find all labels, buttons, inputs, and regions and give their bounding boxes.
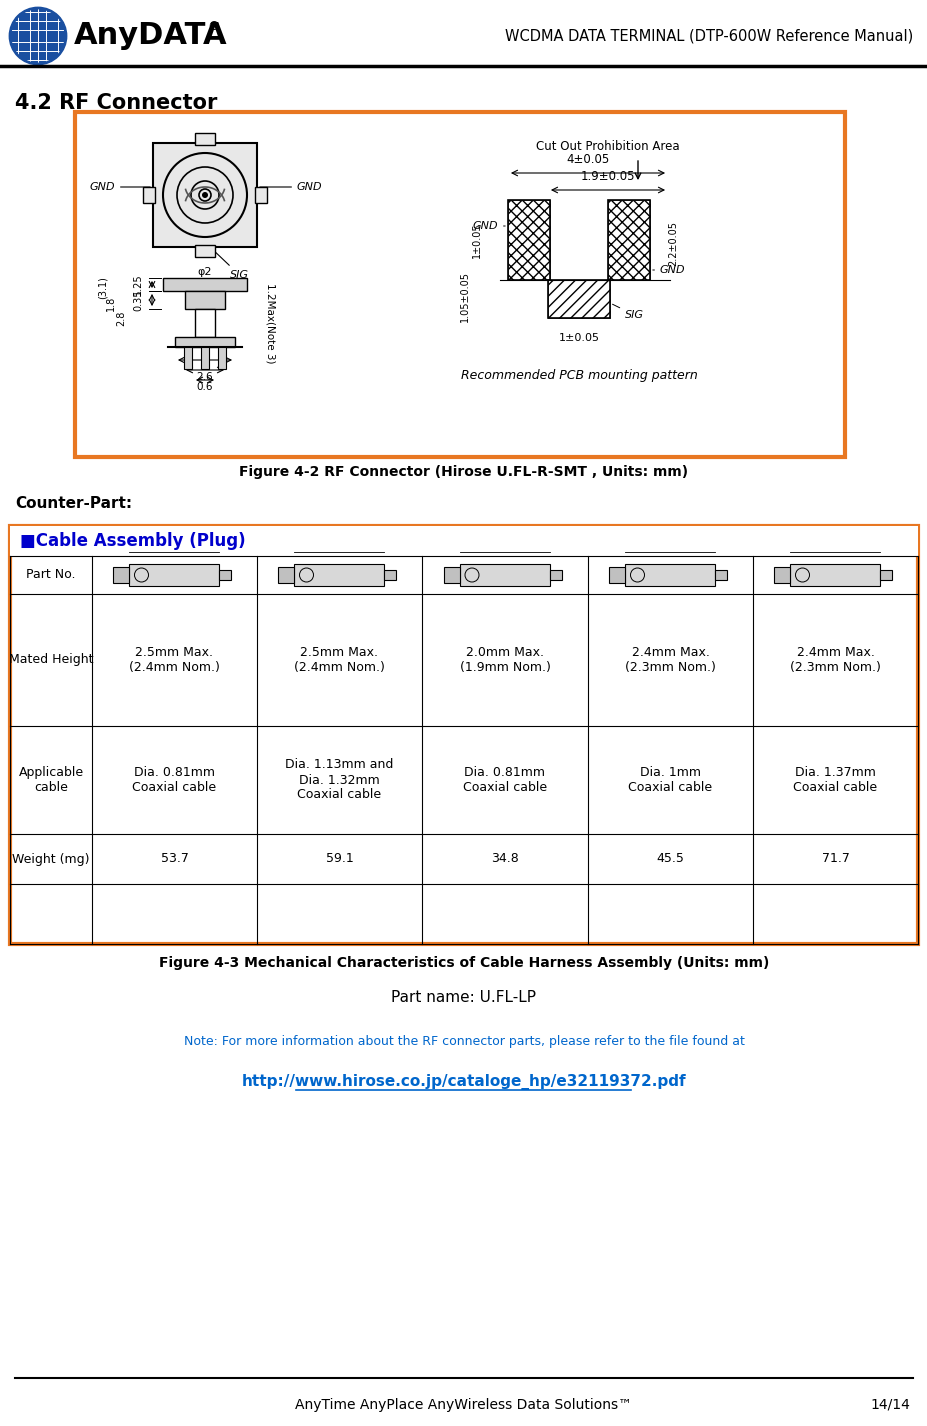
Text: http://www.hirose.co.jp/cataloge_hp/e32119372.pdf: http://www.hirose.co.jp/cataloge_hp/e321…	[241, 1074, 686, 1089]
Text: Weight (mg): Weight (mg)	[12, 853, 90, 866]
Bar	[715, 570, 727, 580]
Text: 2.4mm Max.
(2.3mm Nom.): 2.4mm Max. (2.3mm Nom.)	[789, 646, 880, 674]
Bar	[143, 187, 155, 202]
Text: Recommended PCB mounting pattern: Recommended PCB mounting pattern	[460, 369, 696, 382]
Text: 2.2±0.05: 2.2±0.05	[667, 221, 678, 265]
Text: 1.9±0.05: 1.9±0.05	[580, 170, 635, 183]
Text: AnyDATA: AnyDATA	[74, 21, 227, 50]
Text: 1.25: 1.25	[133, 274, 143, 295]
Text: ®: ®	[207, 20, 220, 33]
Bar	[10, 526, 917, 556]
Text: Dia. 0.81mm
Coaxial cable: Dia. 0.81mm Coaxial cable	[133, 766, 216, 794]
Text: φ2: φ2	[197, 267, 212, 277]
Circle shape	[202, 193, 208, 198]
Text: Dia. 1.37mm
Coaxial cable: Dia. 1.37mm Coaxial cable	[793, 766, 877, 794]
Text: Dia. 1.13mm and
Dia. 1.32mm
Coaxial cable: Dia. 1.13mm and Dia. 1.32mm Coaxial cabl…	[285, 759, 393, 801]
Bar	[609, 568, 625, 583]
Bar	[10, 526, 917, 944]
Bar	[218, 347, 226, 369]
Text: 0.6: 0.6	[197, 382, 213, 392]
Circle shape	[10, 9, 66, 64]
Bar	[175, 337, 235, 347]
Bar	[790, 565, 880, 586]
Text: ■Cable Assembly (Plug): ■Cable Assembly (Plug)	[20, 532, 246, 550]
Text: 34.8: 34.8	[490, 853, 518, 866]
Text: U.FL-LP(V)-040: U.FL-LP(V)-040	[451, 569, 557, 582]
Bar	[130, 565, 220, 586]
Bar	[384, 570, 396, 580]
Text: Dia. 0.81mm
Coaxial cable: Dia. 0.81mm Coaxial cable	[463, 766, 547, 794]
Text: 59.1: 59.1	[325, 853, 353, 866]
Bar	[195, 133, 215, 145]
Text: 45.5: 45.5	[656, 853, 684, 866]
Text: Counter-Part:: Counter-Part:	[15, 496, 132, 512]
Text: Mated Height: Mated Height	[8, 653, 93, 666]
Text: 0.35: 0.35	[133, 289, 143, 311]
Text: 2.5mm Max.
(2.4mm Nom.): 2.5mm Max. (2.4mm Nom.)	[294, 646, 385, 674]
Bar	[443, 568, 460, 583]
Bar	[460, 565, 550, 586]
Text: Figure 4-2 RF Connector (Hirose U.FL-R-SMT , Units: mm): Figure 4-2 RF Connector (Hirose U.FL-R-S…	[239, 465, 688, 479]
Text: SIG: SIG	[612, 304, 643, 319]
Text: 1.05±0.05: 1.05±0.05	[460, 271, 469, 321]
Text: 1.2Max(Note 3): 1.2Max(Note 3)	[266, 282, 275, 364]
Text: GND: GND	[260, 183, 323, 193]
Text: U.FL-LP-040: U.FL-LP-040	[132, 569, 217, 582]
Text: WCDMA DATA TERMINAL (DTP-600W Reference Manual): WCDMA DATA TERMINAL (DTP-600W Reference …	[504, 29, 912, 44]
Text: U.FL-LP-062: U.FL-LP-062	[628, 569, 712, 582]
Bar	[195, 309, 215, 337]
Text: 1±0.05: 1±0.05	[472, 222, 481, 258]
Text: Cut Out Prohibition Area: Cut Out Prohibition Area	[536, 140, 679, 153]
Bar	[774, 568, 790, 583]
Bar	[507, 200, 550, 279]
Text: 2.8: 2.8	[116, 311, 126, 325]
Text: Note: For more information about the RF connector parts, please refer to the fil: Note: For more information about the RF …	[184, 1035, 743, 1048]
Text: 4±0.05: 4±0.05	[565, 153, 609, 165]
Bar	[220, 570, 231, 580]
Bar	[548, 279, 609, 318]
Text: 2.0mm Max.
(1.9mm Nom.): 2.0mm Max. (1.9mm Nom.)	[459, 646, 550, 674]
Text: 4.2 RF Connector: 4.2 RF Connector	[15, 93, 217, 113]
Bar	[195, 245, 215, 257]
Bar	[75, 113, 844, 456]
Bar	[607, 200, 649, 279]
Text: 14/14: 14/14	[870, 1397, 909, 1412]
Text: Part name: U.FL-LP: Part name: U.FL-LP	[391, 991, 536, 1005]
Text: U.FL-LP-066: U.FL-LP-066	[297, 569, 381, 582]
Bar	[625, 565, 715, 586]
Bar	[507, 200, 550, 279]
Bar	[880, 570, 892, 580]
Text: 1±0.05: 1±0.05	[558, 334, 599, 344]
Text: AnyTime AnyPlace AnyWireless Data Solutions™: AnyTime AnyPlace AnyWireless Data Soluti…	[295, 1397, 632, 1412]
Text: (3.1): (3.1)	[98, 277, 108, 299]
Text: 2.4mm Max.
(2.3mm Nom.): 2.4mm Max. (2.3mm Nom.)	[625, 646, 715, 674]
Bar	[184, 347, 192, 369]
Text: 3: 3	[201, 362, 209, 372]
Text: GND: GND	[652, 265, 685, 275]
Bar	[184, 291, 224, 309]
Text: SIG: SIG	[211, 250, 248, 279]
Text: U.FL-LP-088: U.FL-LP-088	[793, 569, 877, 582]
Text: Applicable
cable: Applicable cable	[19, 766, 83, 794]
Bar	[550, 570, 562, 580]
Bar	[201, 347, 209, 369]
Text: 53.7: 53.7	[160, 853, 188, 866]
Text: GND: GND	[89, 183, 150, 193]
Bar	[113, 568, 130, 583]
Text: 71.7: 71.7	[820, 853, 848, 866]
Bar	[294, 565, 384, 586]
Text: GND: GND	[472, 221, 504, 231]
Bar	[278, 568, 294, 583]
Bar	[548, 279, 609, 318]
Bar	[255, 187, 267, 202]
Text: 2.6: 2.6	[197, 372, 213, 382]
Bar	[607, 200, 649, 279]
Text: Dia. 1mm
Coaxial cable: Dia. 1mm Coaxial cable	[628, 766, 712, 794]
Text: 2.5mm Max.
(2.4mm Nom.): 2.5mm Max. (2.4mm Nom.)	[129, 646, 220, 674]
Text: Figure 4-3 Mechanical Characteristics of Cable Harness Assembly (Units: mm): Figure 4-3 Mechanical Characteristics of…	[159, 955, 768, 970]
Text: 1.8: 1.8	[106, 295, 116, 311]
Bar	[163, 278, 247, 291]
Bar	[153, 143, 257, 247]
Text: Part No.: Part No.	[26, 569, 76, 582]
